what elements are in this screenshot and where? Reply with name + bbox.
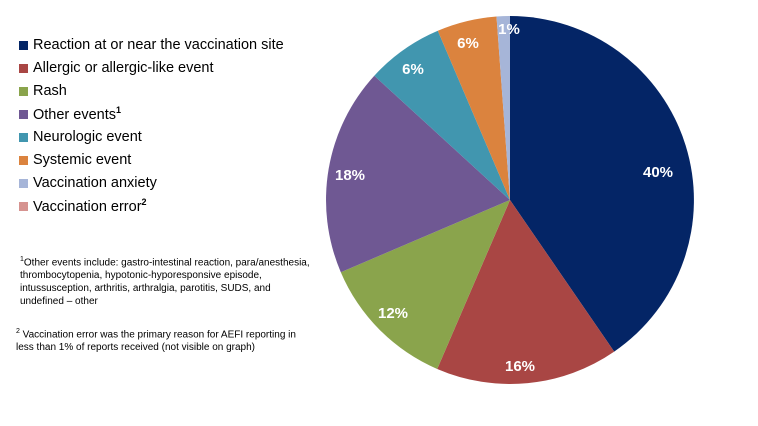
svg-text:1%: 1% xyxy=(498,21,520,38)
svg-text:40%: 40% xyxy=(643,164,673,181)
svg-text:16%: 16% xyxy=(505,358,535,375)
svg-text:6%: 6% xyxy=(402,61,424,78)
svg-text:12%: 12% xyxy=(378,305,408,322)
svg-text:18%: 18% xyxy=(335,167,365,184)
svg-text:6%: 6% xyxy=(457,35,479,52)
